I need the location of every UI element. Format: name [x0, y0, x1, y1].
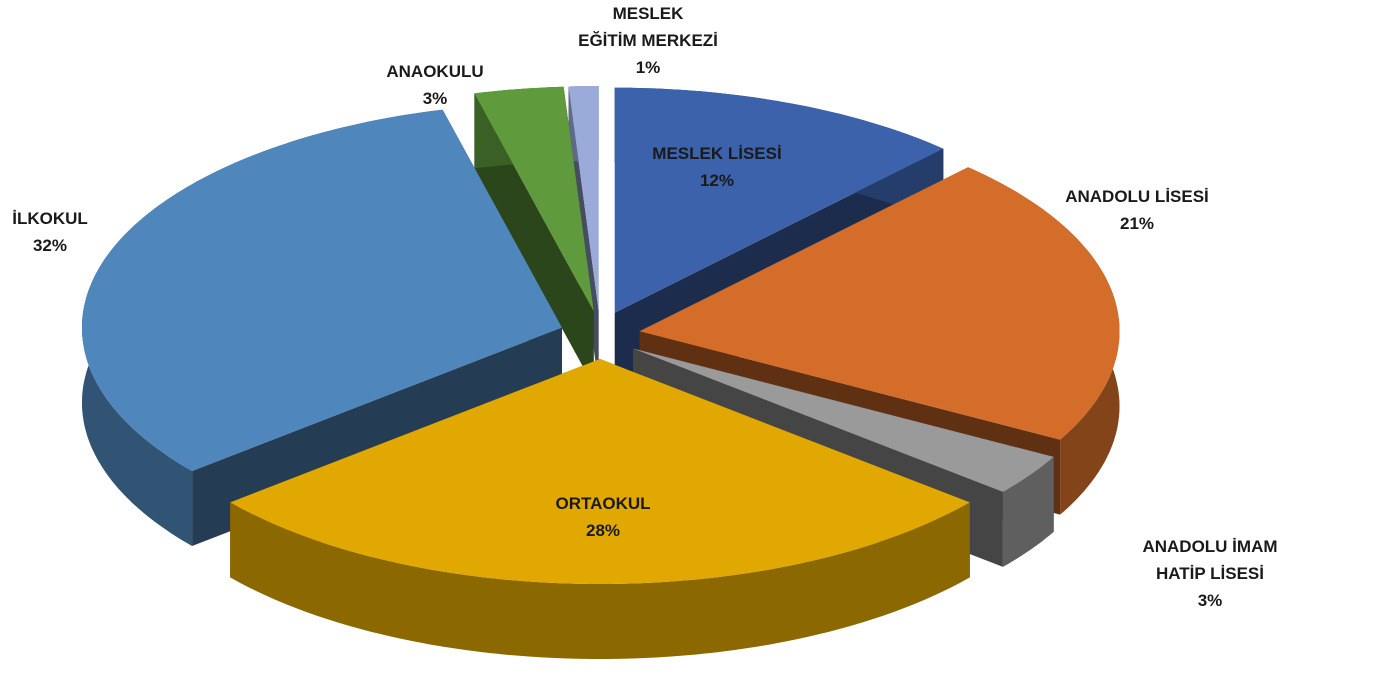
slice-wall [1002, 456, 1054, 567]
slice-side [474, 93, 594, 387]
slice-top [633, 348, 1054, 492]
data-label: ANAOKULU 3% [386, 58, 483, 112]
value-label: 3% [1197, 591, 1223, 610]
category-label: ANADOLU LİSESİ [1065, 187, 1209, 206]
data-label: MESLEK EĞİTİM MERKEZİ 1% [578, 0, 718, 81]
data-label: ORTAOKUL 28% [555, 490, 650, 544]
data-label: ANADOLU LİSESİ 21% [1065, 183, 1209, 237]
data-label: MESLEK LİSESİ 12% [652, 140, 781, 194]
value-label: 12% [699, 171, 735, 190]
category-label: ANADOLU İMAM HATİP LİSESİ [1142, 537, 1278, 583]
slice-top [614, 87, 944, 313]
value-label: 28% [585, 521, 621, 540]
slice-top [82, 109, 562, 471]
value-label: 1% [635, 58, 661, 77]
slice [474, 86, 594, 387]
value-label: 3% [422, 89, 448, 108]
value-label: 32% [32, 236, 68, 255]
category-label: ORTAOKUL [555, 494, 651, 513]
data-label: İLKOKUL 32% [12, 205, 88, 259]
slice-top [639, 167, 1120, 440]
slice-top [230, 359, 970, 584]
slice-top [568, 86, 599, 311]
data-label: ANADOLU İMAM HATİP LİSESİ 3% [1122, 533, 1299, 614]
slice [230, 359, 970, 659]
slice-wall [230, 502, 970, 659]
category-label: İLKOKUL [12, 209, 88, 228]
category-label: MESLEK LİSESİ [652, 144, 782, 163]
category-label: ANAOKULU [386, 62, 484, 81]
category-label: MESLEK EĞİTİM MERKEZİ [578, 4, 718, 50]
slice-top [474, 86, 594, 312]
value-label: 21% [1119, 214, 1155, 233]
